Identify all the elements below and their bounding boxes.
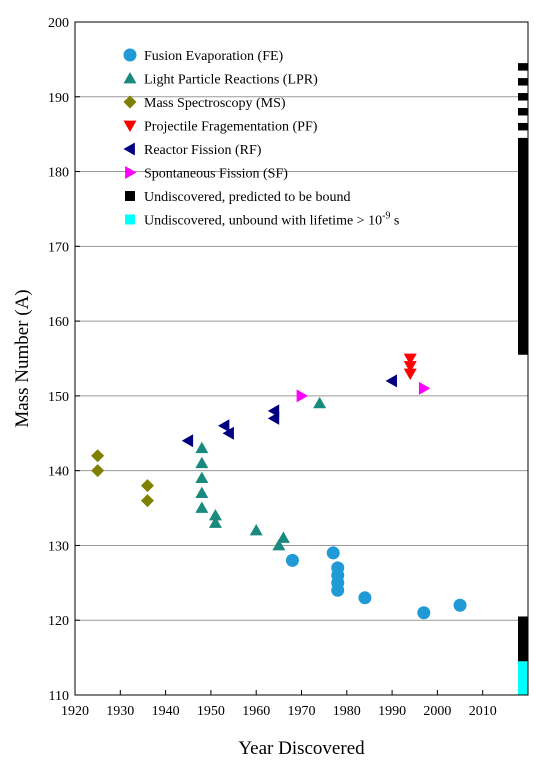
data-point <box>140 479 154 493</box>
y-axis: 110 120 130 140 150 160 170 180 190 200 <box>48 16 80 704</box>
data-point <box>267 411 280 425</box>
y-tick-label: 170 <box>48 240 69 255</box>
legend-label: Fusion Evaporation (FE) <box>144 49 284 64</box>
y-tick-label: 120 <box>48 614 69 629</box>
data-point <box>208 516 222 528</box>
y-tick-label: 190 <box>48 91 69 106</box>
data-point <box>331 583 345 597</box>
y-tick-label: 160 <box>48 315 69 330</box>
x-tick-label: 1940 <box>152 704 180 719</box>
data-point <box>195 456 209 469</box>
undiscovered-bar-segment <box>518 137 528 355</box>
y-tick-label: 200 <box>48 16 69 31</box>
legend-marker <box>123 72 137 84</box>
data-point <box>272 538 286 551</box>
x-tick-label: 1990 <box>378 704 406 719</box>
x-tick-label: 1980 <box>333 704 361 719</box>
y-tick-label: 110 <box>49 689 69 704</box>
data-point <box>195 501 209 513</box>
legend-marker <box>125 166 137 179</box>
data-point <box>417 606 431 620</box>
legend-marker <box>123 95 137 109</box>
y-axis-title: Mass Number (A) <box>12 289 33 427</box>
undiscovered-bar-segment <box>518 661 528 695</box>
data-point <box>296 389 308 403</box>
legend-marker <box>123 142 135 156</box>
legend-marker <box>125 214 135 225</box>
y-tick-label: 150 <box>48 390 69 405</box>
x-tick-label: 1970 <box>288 704 316 719</box>
grid-lines <box>75 96 528 621</box>
undiscovered-bar-segment <box>518 93 528 101</box>
data-point <box>249 523 263 536</box>
data-point <box>418 381 431 395</box>
data-point <box>195 441 209 454</box>
data-point <box>385 374 397 388</box>
y-tick-label: 140 <box>48 465 69 480</box>
x-tick-label: 2010 <box>469 704 497 719</box>
x-axis: 1920 1930 1940 1950 1960 1970 1980 1990 2000 2010 <box>61 690 497 719</box>
legend-label: Projectile Fragementation (PF) <box>144 120 318 135</box>
x-tick-label: 1930 <box>106 704 134 719</box>
data-point <box>276 531 290 543</box>
data-point <box>453 598 467 612</box>
legend-marker <box>125 191 135 201</box>
data-point <box>195 471 209 484</box>
x-tick-label: 2000 <box>423 704 451 719</box>
x-axis-title: Year Discovered <box>238 738 365 759</box>
data-point <box>208 509 222 521</box>
data-point <box>313 396 327 409</box>
x-tick-label: 1920 <box>61 704 89 719</box>
legend-label: Undiscovered, unbound with lifetime > 10… <box>144 211 399 229</box>
data-point <box>326 546 340 560</box>
data-point <box>403 368 417 380</box>
legend-label: Reactor Fission (RF) <box>144 143 262 158</box>
legend-label: Spontaneous Fission (SF) <box>144 167 288 182</box>
legend-label: Light Particle Reactions (LPR) <box>144 73 318 88</box>
data-point <box>217 419 230 433</box>
data-point <box>91 449 105 463</box>
data-point <box>181 434 194 448</box>
x-tick-label: 1960 <box>242 704 270 719</box>
data-point <box>285 553 299 567</box>
undiscovered-bar-segment <box>518 122 528 131</box>
data-points <box>91 353 467 620</box>
data-point <box>91 464 105 478</box>
legend-marker <box>123 48 137 62</box>
data-point <box>195 486 209 498</box>
undiscovered-bar-segment <box>518 63 528 71</box>
undiscovered-bar-segment <box>518 616 528 662</box>
data-point <box>403 361 417 373</box>
undiscovered-bar-segment <box>518 107 528 116</box>
data-point <box>403 353 417 365</box>
undiscovered-bar-segment <box>518 78 528 86</box>
undiscovered-bars <box>518 63 528 695</box>
legend-marker <box>123 120 137 132</box>
data-point <box>222 426 234 440</box>
data-point <box>358 591 372 605</box>
data-point <box>140 494 154 508</box>
legend-label: Undiscovered, predicted to be bound <box>144 190 350 205</box>
x-tick-label: 1950 <box>197 704 225 719</box>
legend: Fusion Evaporation (FE) Light Particle Re… <box>123 48 399 229</box>
y-tick-label: 130 <box>48 539 69 554</box>
legend-label: Mass Spectroscopy (MS) <box>144 96 286 111</box>
y-tick-label: 180 <box>48 166 69 181</box>
